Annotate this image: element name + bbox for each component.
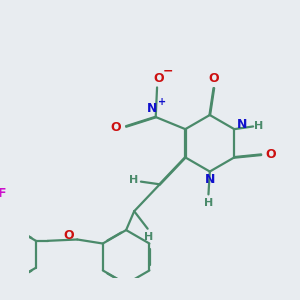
Text: +: + bbox=[158, 97, 166, 107]
Text: O: O bbox=[265, 148, 276, 161]
Text: N: N bbox=[205, 172, 215, 186]
Text: O: O bbox=[208, 72, 219, 85]
Text: O: O bbox=[153, 71, 164, 85]
Text: N: N bbox=[237, 118, 247, 131]
Text: H: H bbox=[129, 175, 138, 185]
Text: O: O bbox=[63, 229, 74, 242]
Text: H: H bbox=[254, 122, 264, 131]
Text: N: N bbox=[146, 102, 157, 115]
Text: H: H bbox=[204, 198, 213, 208]
Text: F: F bbox=[0, 187, 6, 200]
Text: O: O bbox=[111, 121, 121, 134]
Text: H: H bbox=[144, 232, 154, 242]
Text: −: − bbox=[163, 65, 174, 78]
